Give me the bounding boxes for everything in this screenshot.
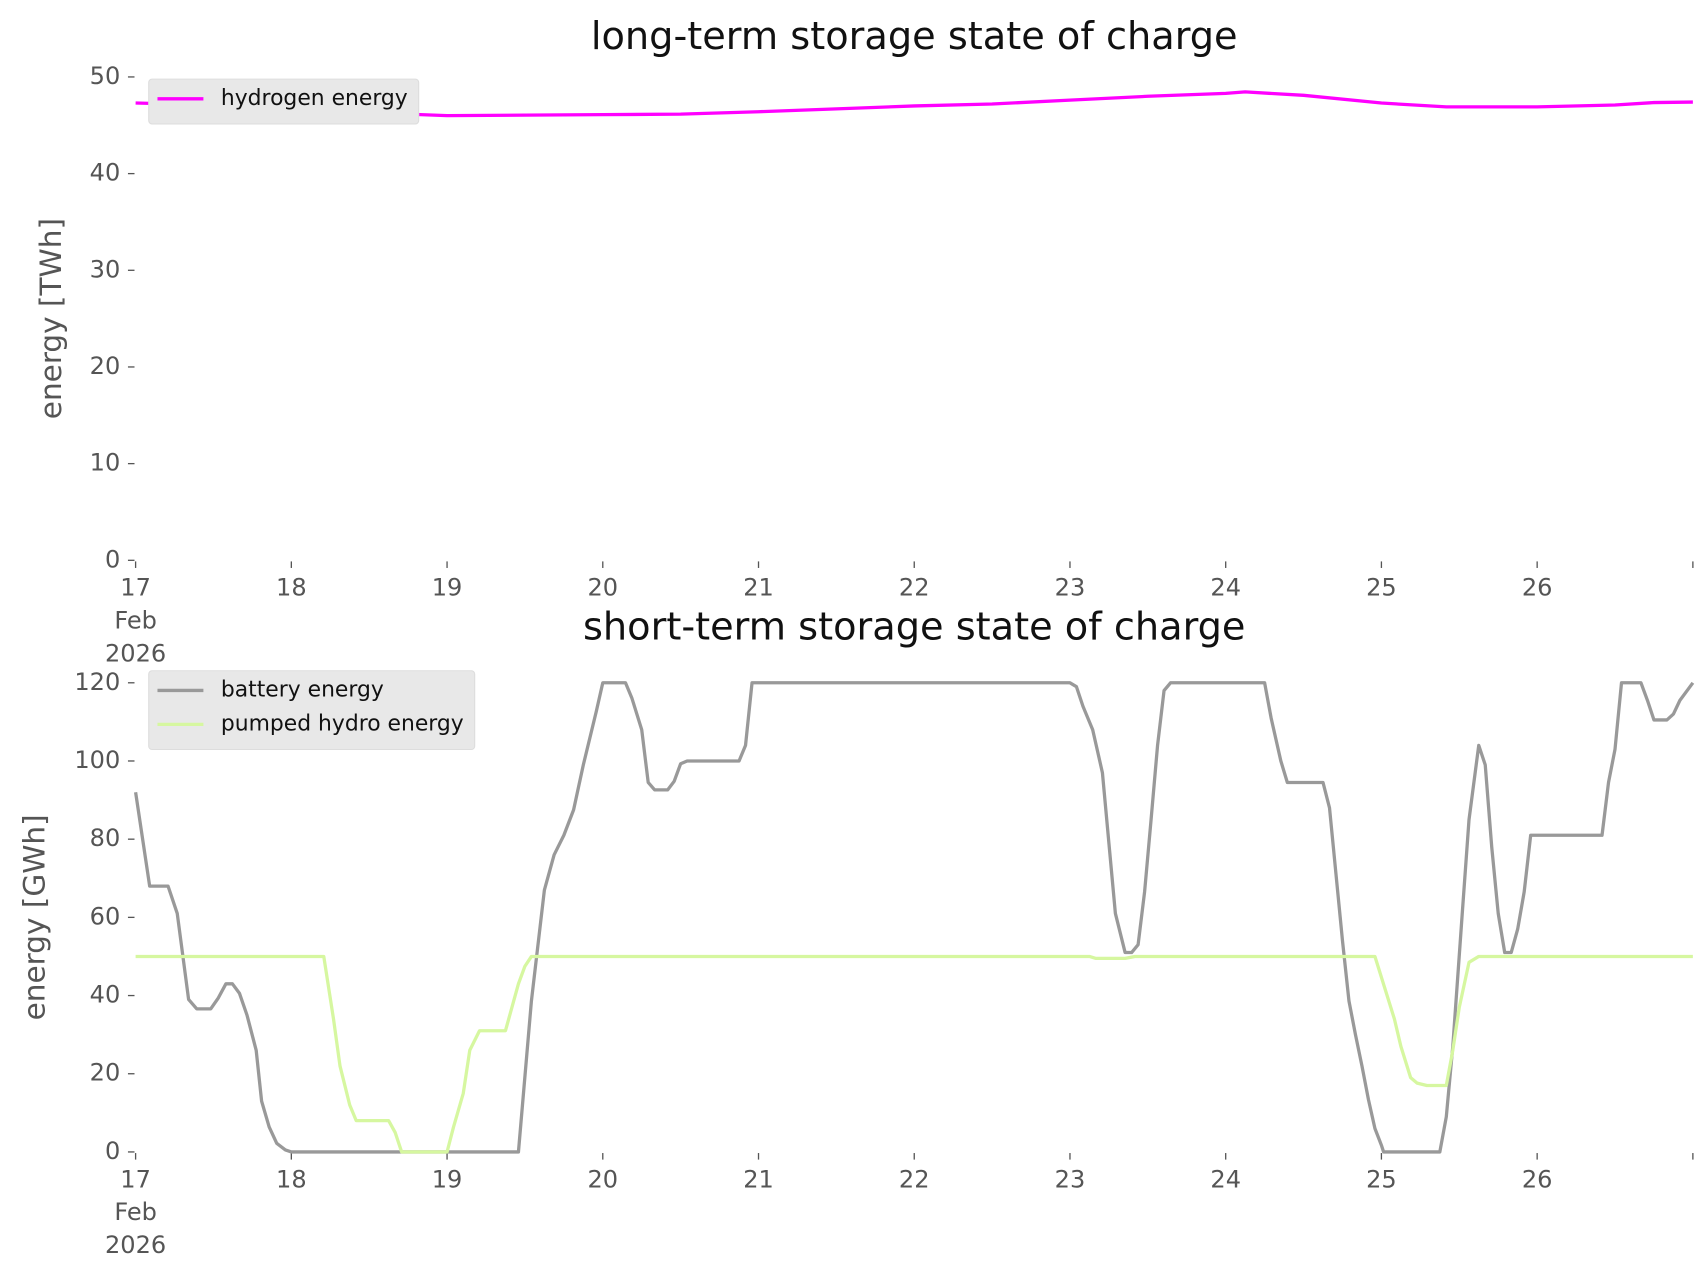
series-line — [133, 681, 1695, 1154]
y-tick-label: 20 — [90, 1059, 121, 1087]
y-tick-label: 0 — [105, 1137, 120, 1165]
x-tick-label: 20 — [587, 574, 618, 602]
series-line — [135, 90, 1693, 118]
x-tick-label: 18 — [276, 1165, 307, 1193]
y-tick-label: 60 — [90, 902, 121, 930]
x-tick-label: 21 — [743, 1165, 774, 1193]
y-tick-label: 0 — [105, 545, 120, 573]
chart-title: short-term storage state of charge — [583, 605, 1246, 650]
x-tick-label: 20 — [587, 1165, 618, 1193]
x-tick-label: 26 — [1522, 574, 1553, 602]
x-tick-label: 24 — [1210, 574, 1241, 602]
y-tick-label: 10 — [90, 449, 121, 477]
x-tick-label: 17 Feb 2026 — [105, 574, 166, 668]
series-line — [135, 954, 1693, 1154]
x-tick-label: 22 — [899, 1165, 930, 1193]
x-tick-label: 19 — [432, 574, 463, 602]
x-tick-label: 19 — [432, 1165, 463, 1193]
legend-box — [148, 78, 420, 125]
x-tick-label: 18 — [276, 574, 307, 602]
y-tick-label: 80 — [90, 824, 121, 852]
x-tick-label: 25 — [1366, 1165, 1397, 1193]
legend-box — [148, 670, 476, 751]
x-tick-label: 22 — [899, 574, 930, 602]
x-tick-label: 26 — [1522, 1165, 1553, 1193]
legend-label: pumped hydro energy — [221, 711, 464, 736]
x-tick-label: 21 — [743, 574, 774, 602]
y-tick-label: 30 — [90, 255, 121, 283]
x-tick-label: 17 Feb 2026 — [105, 1165, 166, 1259]
y-tick-label: 40 — [90, 159, 121, 187]
y-tick-label: 40 — [90, 981, 121, 1009]
chart-title: long-term storage state of charge — [591, 14, 1238, 59]
y-axis-label: energy [GWh] — [18, 814, 52, 1020]
y-tick-label: 100 — [74, 746, 120, 774]
x-tick-label: 25 — [1366, 574, 1397, 602]
x-tick-label: 24 — [1210, 1165, 1241, 1193]
legend-label: hydrogen energy — [221, 86, 408, 111]
y-tick-label: 50 — [90, 62, 121, 90]
x-tick-label: 23 — [1055, 1165, 1086, 1193]
y-tick-label: 120 — [74, 668, 120, 696]
y-axis-label: energy [TWh] — [34, 218, 68, 419]
x-tick-label: 23 — [1055, 574, 1086, 602]
legend-label: battery energy — [221, 677, 384, 702]
y-tick-label: 20 — [90, 352, 121, 380]
